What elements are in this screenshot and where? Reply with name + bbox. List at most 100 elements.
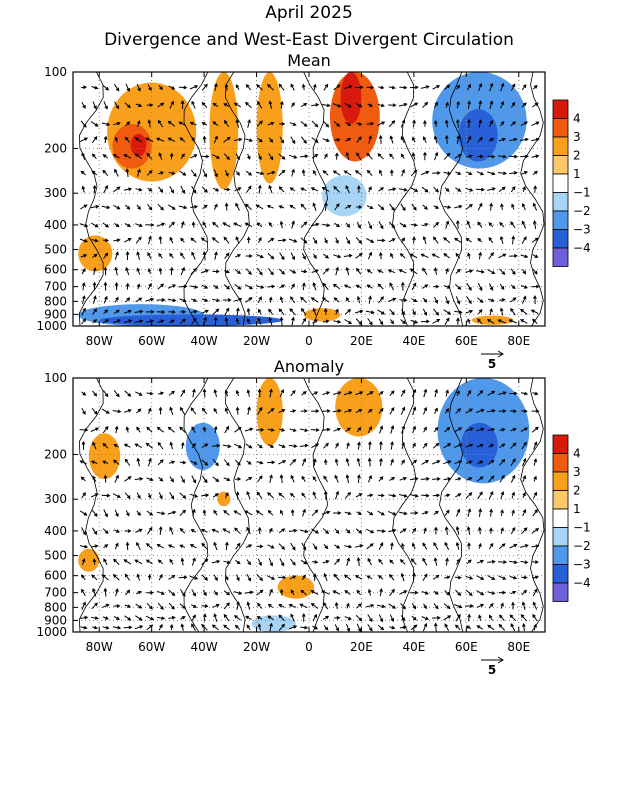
circulation-vector (477, 202, 483, 211)
circulation-vector (355, 284, 362, 289)
circulation-vector (191, 426, 196, 433)
circulation-vector (235, 84, 240, 91)
circulation-vector (467, 118, 471, 128)
circulation-vector (489, 508, 493, 517)
circulation-vector (489, 527, 493, 534)
circulation-vector (125, 541, 130, 551)
zero-contour (439, 72, 464, 326)
panel-anomaly: Anomaly 80W 60W 40W 20W 0 20E 40E 60E 80E 100 200 30… (36, 357, 590, 677)
circulation-vector (510, 186, 516, 193)
circulation-vector (378, 134, 383, 144)
circulation-vector (510, 623, 516, 632)
circulation-vector (301, 282, 306, 291)
circulation-vector (256, 222, 263, 228)
circulation-vector (532, 560, 539, 564)
circulation-vector (81, 527, 86, 536)
circulation-vector (322, 319, 330, 324)
circulation-vector (233, 443, 243, 449)
circulation-vector (212, 269, 220, 274)
circulation-vector (499, 307, 504, 316)
circulation-vector (322, 120, 330, 128)
circulation-vector (211, 559, 221, 564)
circulation-vector (455, 268, 461, 274)
circulation-vector (268, 558, 273, 567)
circulation-vector (499, 458, 506, 466)
circulation-vector (256, 491, 263, 499)
circulation-vector (123, 625, 133, 630)
circulation-vector (202, 509, 207, 516)
circulation-vector (389, 153, 395, 160)
circulation-vector (148, 235, 152, 245)
circulation-vector (191, 317, 197, 325)
circulation-vector (367, 588, 372, 596)
circulation-vector (180, 441, 185, 449)
circulation-vector (155, 137, 165, 142)
circulation-vector (355, 614, 363, 622)
circulation-vector (135, 391, 143, 396)
circulation-vector (332, 170, 341, 176)
circulation-vector (412, 442, 416, 449)
circulation-vector (379, 588, 383, 597)
circulation-vector (423, 603, 427, 610)
circulation-vector (422, 297, 428, 303)
circulation-vector (81, 185, 86, 193)
circulation-vector (135, 236, 142, 244)
circulation-vector (157, 319, 165, 324)
circulation-vector (333, 137, 341, 142)
circulation-vector (202, 589, 207, 597)
circulation-vector (455, 219, 460, 229)
circulation-vector (145, 442, 154, 449)
circulation-vector (112, 573, 120, 581)
circulation-vector (444, 509, 450, 516)
circulation-vector (499, 614, 505, 621)
circulation-vector (245, 443, 253, 449)
circulation-vector (290, 508, 295, 517)
circulation-vector (257, 623, 262, 631)
circulation-vector (399, 590, 408, 595)
circulation-vector (167, 426, 176, 433)
circulation-vector (245, 268, 252, 276)
circulation-vector (102, 528, 109, 534)
circulation-vector (499, 443, 506, 449)
circulation-vector (244, 222, 253, 228)
circulation-vector (434, 526, 438, 535)
circulation-vector (531, 137, 540, 142)
circulation-vector (444, 84, 451, 90)
circulation-vector (169, 623, 174, 631)
y-tick-label: 600 (44, 263, 67, 277)
circulation-vector (180, 623, 185, 631)
circulation-vector (289, 187, 296, 192)
circulation-vector (332, 103, 342, 108)
circulation-vector (410, 187, 419, 192)
circulation-vector (432, 236, 439, 244)
circulation-vector (189, 544, 197, 549)
circulation-vector (191, 442, 196, 449)
circulation-vector (489, 307, 493, 315)
circulation-vector (422, 204, 428, 210)
circulation-vector (511, 601, 515, 610)
circulation-vector (456, 84, 461, 90)
circulation-vector (190, 237, 197, 243)
circulation-vector (421, 284, 429, 289)
circulation-vector (532, 202, 538, 211)
circulation-vector (278, 153, 286, 160)
circulation-vector (256, 267, 263, 276)
circulation-vector (123, 319, 133, 324)
circulation-vector (201, 407, 208, 415)
x-tick-label: 20W (243, 640, 270, 654)
circulation-vector (422, 223, 429, 227)
circulation-vector (125, 589, 131, 596)
x-tick-label: 0 (305, 334, 313, 348)
circulation-vector (422, 267, 428, 275)
circulation-vector (301, 492, 306, 499)
circulation-vector (145, 615, 155, 621)
colorbar: 4 3 2 1 −1 −2 −3 −4 (552, 99, 591, 267)
circulation-vector (147, 573, 152, 581)
circulation-vector (224, 492, 229, 499)
circulation-vector (267, 121, 275, 126)
circulation-vector (214, 83, 218, 92)
circulation-vector (167, 510, 177, 515)
circulation-vector (398, 494, 408, 498)
circulation-vector (113, 121, 121, 126)
colorbar-label: 2 (573, 484, 581, 498)
